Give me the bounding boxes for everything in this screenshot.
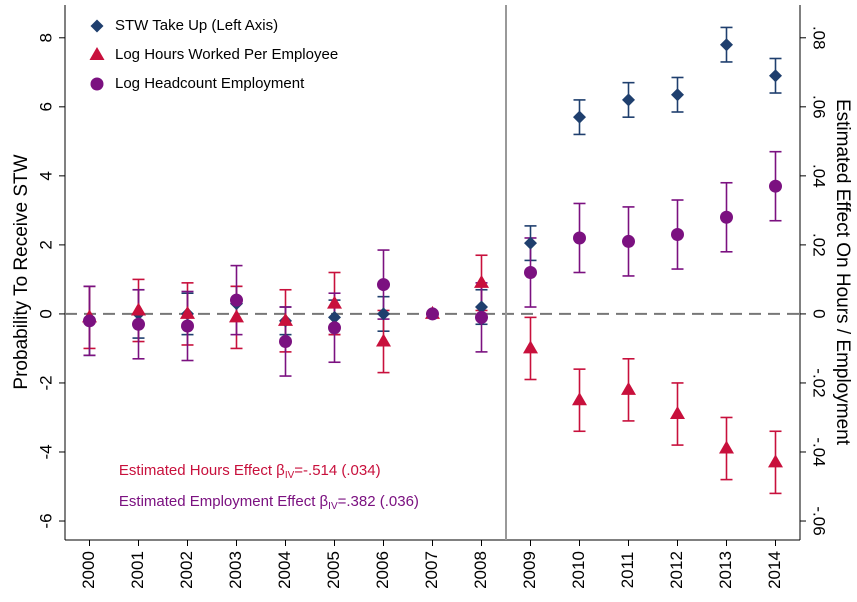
circle-marker [475,310,488,324]
annotation-part: IV [328,501,338,512]
y2-tick-label: -.02 [810,368,829,397]
y-tick-label: 8 [36,33,55,42]
triangle-marker [89,47,105,60]
x-tick-label: 2007 [422,551,441,589]
x-tick-label: 2013 [716,551,735,589]
circle-marker [720,210,733,224]
y2-tick-label: -.04 [810,437,829,466]
circle-marker [524,266,537,279]
diamond-marker [328,310,341,324]
circle-marker [132,317,145,331]
y-tick-label: 0 [36,309,55,318]
annotation: Estimated Employment Effect βIV=.382 (.0… [119,493,419,512]
diamond-marker [475,300,488,314]
annotation-part: =.382 (.036) [338,493,419,510]
y-tick-label: 2 [36,240,55,249]
x-tick-label: 2000 [79,551,98,589]
x-tick-label: 2004 [275,551,294,589]
legend-label: STW Take Up (Left Axis) [115,17,278,34]
diamond-marker [524,236,537,250]
triangle-marker [278,312,293,326]
circle-marker [181,319,194,333]
y2-tick-label: -.06 [810,506,829,535]
triangle-marker [768,454,783,468]
y2-axis-title: Estimated Effect On Hours / Employment [832,99,853,446]
y-tick-label: 6 [36,102,55,111]
y-tick-label: -4 [36,444,55,459]
y2-tick-label: .04 [810,164,829,188]
x-tick-label: 2002 [177,551,196,589]
x-tick-label: 2008 [471,551,490,589]
x-tick-label: 2011 [618,552,637,589]
annotation-part: IV [285,470,295,481]
y-axis-title: Probability To Receive STW [11,154,32,389]
triangle-marker [327,295,342,309]
diamond-marker [573,110,586,124]
y2-tick-label: .06 [810,95,829,119]
y-tick-label: -2 [36,375,55,390]
y-tick-label: 4 [36,171,55,180]
triangle-marker [572,392,587,406]
circle-marker [328,321,341,335]
diamond-marker [622,93,635,107]
circle-marker [90,77,104,91]
triangle-marker [131,302,146,316]
triangle-marker [670,406,685,420]
circle-marker [377,278,390,292]
y2-tick-label: .02 [810,233,829,257]
x-tick-label: 2012 [667,551,686,589]
annotation: Estimated Hours Effect βIV=-.514 (.034) [119,462,381,481]
diamond-marker [671,88,684,102]
triangle-marker [180,305,195,319]
triangle-marker [474,274,489,288]
x-tick-label: 2005 [324,551,343,589]
legend-label: Log Hours Worked Per Employee [115,46,338,63]
annotation-part: Estimated Employment Effect β [119,493,329,510]
triangle-marker [719,440,734,454]
y2-tick-label: 0 [810,309,829,318]
circle-marker [769,179,782,193]
diamond-marker [720,38,733,52]
triangle-marker [523,340,538,354]
diamond-marker [377,307,390,321]
x-tick-label: 2014 [765,551,784,589]
x-tick-label: 2010 [569,551,588,589]
triangle-marker [229,309,244,323]
annotation-part: Estimated Hours Effect β [119,462,285,479]
circle-marker [622,234,635,248]
circle-marker [671,228,684,242]
triangle-marker [376,333,391,347]
circle-marker [279,335,292,349]
x-tick-label: 2001 [128,551,147,589]
legend-label: Log Headcount Employment [115,75,305,92]
y2-tick-label: .08 [810,26,829,50]
y-tick-label: -6 [36,513,55,528]
circle-marker [426,307,439,321]
circle-marker [230,293,243,307]
x-tick-label: 2006 [373,551,392,589]
triangle-marker [621,381,636,395]
diamond-marker [769,69,782,83]
circle-marker [573,231,586,245]
annotation-part: =-.514 (.034) [294,462,380,479]
diamond-marker [90,19,104,33]
circle-marker [83,314,96,328]
x-tick-label: 2009 [520,551,539,589]
x-tick-label: 2003 [226,551,245,589]
